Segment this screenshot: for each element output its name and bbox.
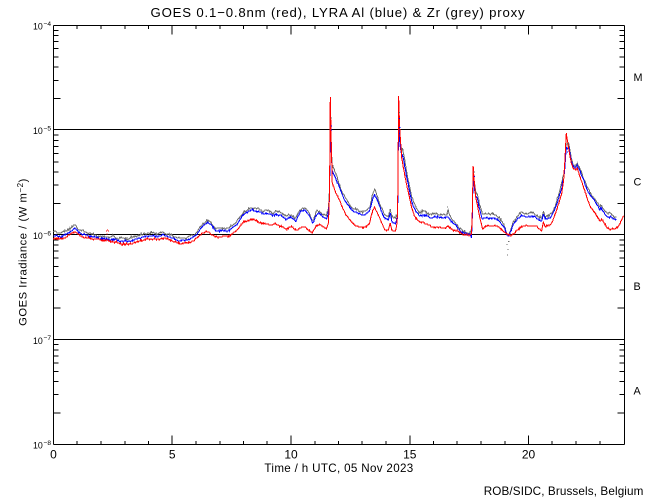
svg-text:Time / h UTC, 05 Nov 2023: Time / h UTC, 05 Nov 2023 <box>264 462 413 475</box>
svg-text:−4: −4 <box>44 21 52 28</box>
svg-text:5: 5 <box>169 448 176 462</box>
svg-text:ROB/SIDC, Brussels, Belgium: ROB/SIDC, Brussels, Belgium <box>484 485 644 498</box>
svg-text:10: 10 <box>33 126 43 136</box>
svg-text:10: 10 <box>33 231 43 241</box>
svg-text:M: M <box>634 72 643 84</box>
svg-text:C: C <box>634 176 642 188</box>
svg-text:−7: −7 <box>44 335 52 342</box>
svg-text:A: A <box>634 385 642 397</box>
svg-text:10: 10 <box>33 22 43 32</box>
svg-text:GOES Irradiance / (W m−2): GOES Irradiance / (W m−2) <box>16 178 29 326</box>
svg-text:0: 0 <box>50 448 57 462</box>
svg-text:GOES 0.1−0.8nm (red), LYRA Al: GOES 0.1−0.8nm (red), LYRA Al (blue) & Z… <box>151 5 526 20</box>
svg-text:−6: −6 <box>44 230 52 237</box>
svg-text:B: B <box>634 281 641 293</box>
svg-text:10: 10 <box>33 441 43 451</box>
svg-text:10: 10 <box>284 448 298 462</box>
svg-text:15: 15 <box>403 448 417 462</box>
svg-text:20: 20 <box>522 448 536 462</box>
svg-text:10: 10 <box>33 336 43 346</box>
svg-text:−5: −5 <box>44 126 52 133</box>
svg-text:−8: −8 <box>44 440 52 447</box>
